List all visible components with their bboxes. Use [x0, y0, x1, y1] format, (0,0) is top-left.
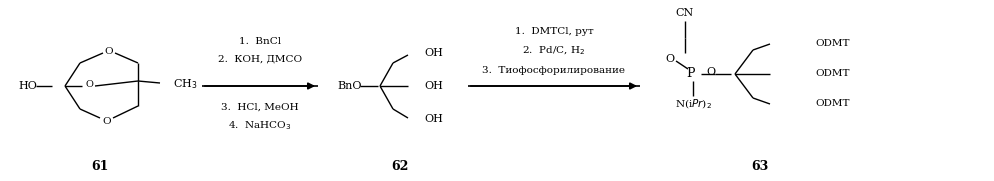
Text: 61: 61 [91, 159, 108, 172]
Text: HO: HO [18, 81, 37, 91]
Text: O: O [104, 47, 113, 56]
Text: N(i$Pr$)$_2$: N(i$Pr$)$_2$ [674, 97, 711, 111]
Text: 63: 63 [750, 159, 767, 172]
Text: ODMT: ODMT [814, 100, 849, 108]
Text: CH$_3$: CH$_3$ [173, 77, 198, 91]
Text: ODMT: ODMT [814, 39, 849, 49]
Text: P: P [686, 68, 695, 81]
Text: OH: OH [423, 114, 442, 124]
Text: CN: CN [675, 8, 694, 18]
Text: 62: 62 [391, 159, 409, 172]
Text: 3.  HCl, MeOH: 3. HCl, MeOH [221, 102, 298, 111]
Text: 3.  Тиофосфорилирование: 3. Тиофосфорилирование [482, 66, 625, 75]
Text: O: O [665, 54, 674, 64]
Text: 1.  DMTCl, рут: 1. DMTCl, рут [514, 26, 592, 35]
Text: OH: OH [423, 48, 442, 58]
Text: 4.  NaHCO$_3$: 4. NaHCO$_3$ [228, 120, 291, 132]
Text: BnO: BnO [337, 81, 361, 91]
Text: 1.  BnCl: 1. BnCl [239, 37, 280, 45]
Text: O: O [84, 81, 92, 89]
Text: O: O [706, 67, 715, 77]
Text: O: O [102, 117, 111, 125]
Text: 2.  Pd/C, H$_2$: 2. Pd/C, H$_2$ [522, 45, 585, 57]
Text: OH: OH [423, 81, 442, 91]
Text: 2.  КОН, ДМСО: 2. КОН, ДМСО [218, 54, 302, 64]
Text: ODMT: ODMT [814, 70, 849, 79]
